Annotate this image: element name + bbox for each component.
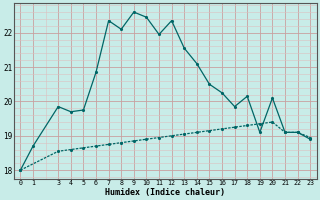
X-axis label: Humidex (Indice chaleur): Humidex (Indice chaleur) <box>105 188 225 197</box>
